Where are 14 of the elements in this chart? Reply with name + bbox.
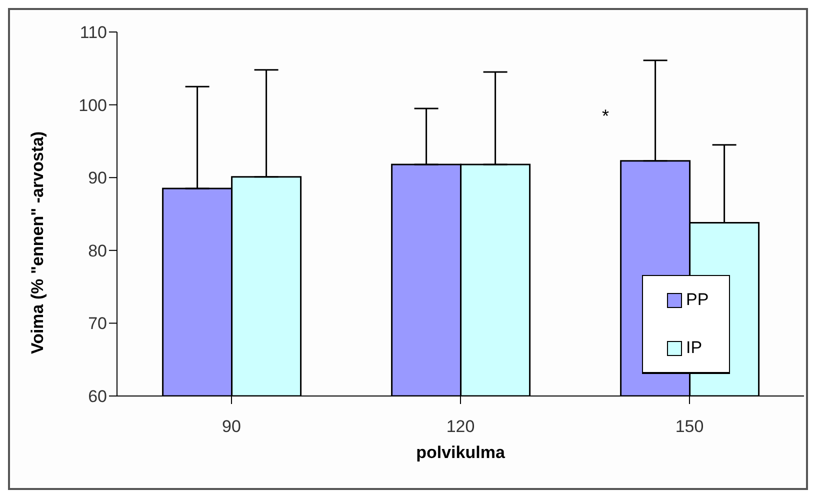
x-tick-label: 150 <box>675 417 704 436</box>
y-tick-label: 60 <box>88 387 107 406</box>
y-tick-label: 70 <box>88 314 107 334</box>
y-axis-title: Voima (% "ennen" -arvosta) <box>28 131 48 354</box>
x-tick-label: 120 <box>446 417 475 436</box>
y-tick-label: 90 <box>88 168 107 188</box>
annotation: * <box>602 106 610 127</box>
legend-label: IP <box>686 338 702 358</box>
y-tick-label: 80 <box>88 241 107 260</box>
x-axis-title: polvikulma <box>416 443 506 462</box>
legend-label: PP <box>686 290 709 310</box>
y-tick-label: 100 <box>78 96 107 115</box>
x-tick-label: 90 <box>222 417 241 436</box>
y-tick-label: 110 <box>80 23 107 42</box>
